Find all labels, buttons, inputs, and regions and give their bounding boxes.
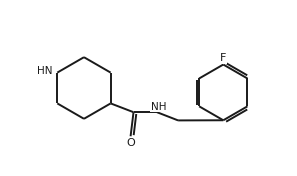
Text: NH: NH [151, 102, 166, 112]
Text: F: F [220, 53, 227, 63]
Text: HN: HN [37, 66, 52, 76]
Text: O: O [126, 138, 135, 148]
